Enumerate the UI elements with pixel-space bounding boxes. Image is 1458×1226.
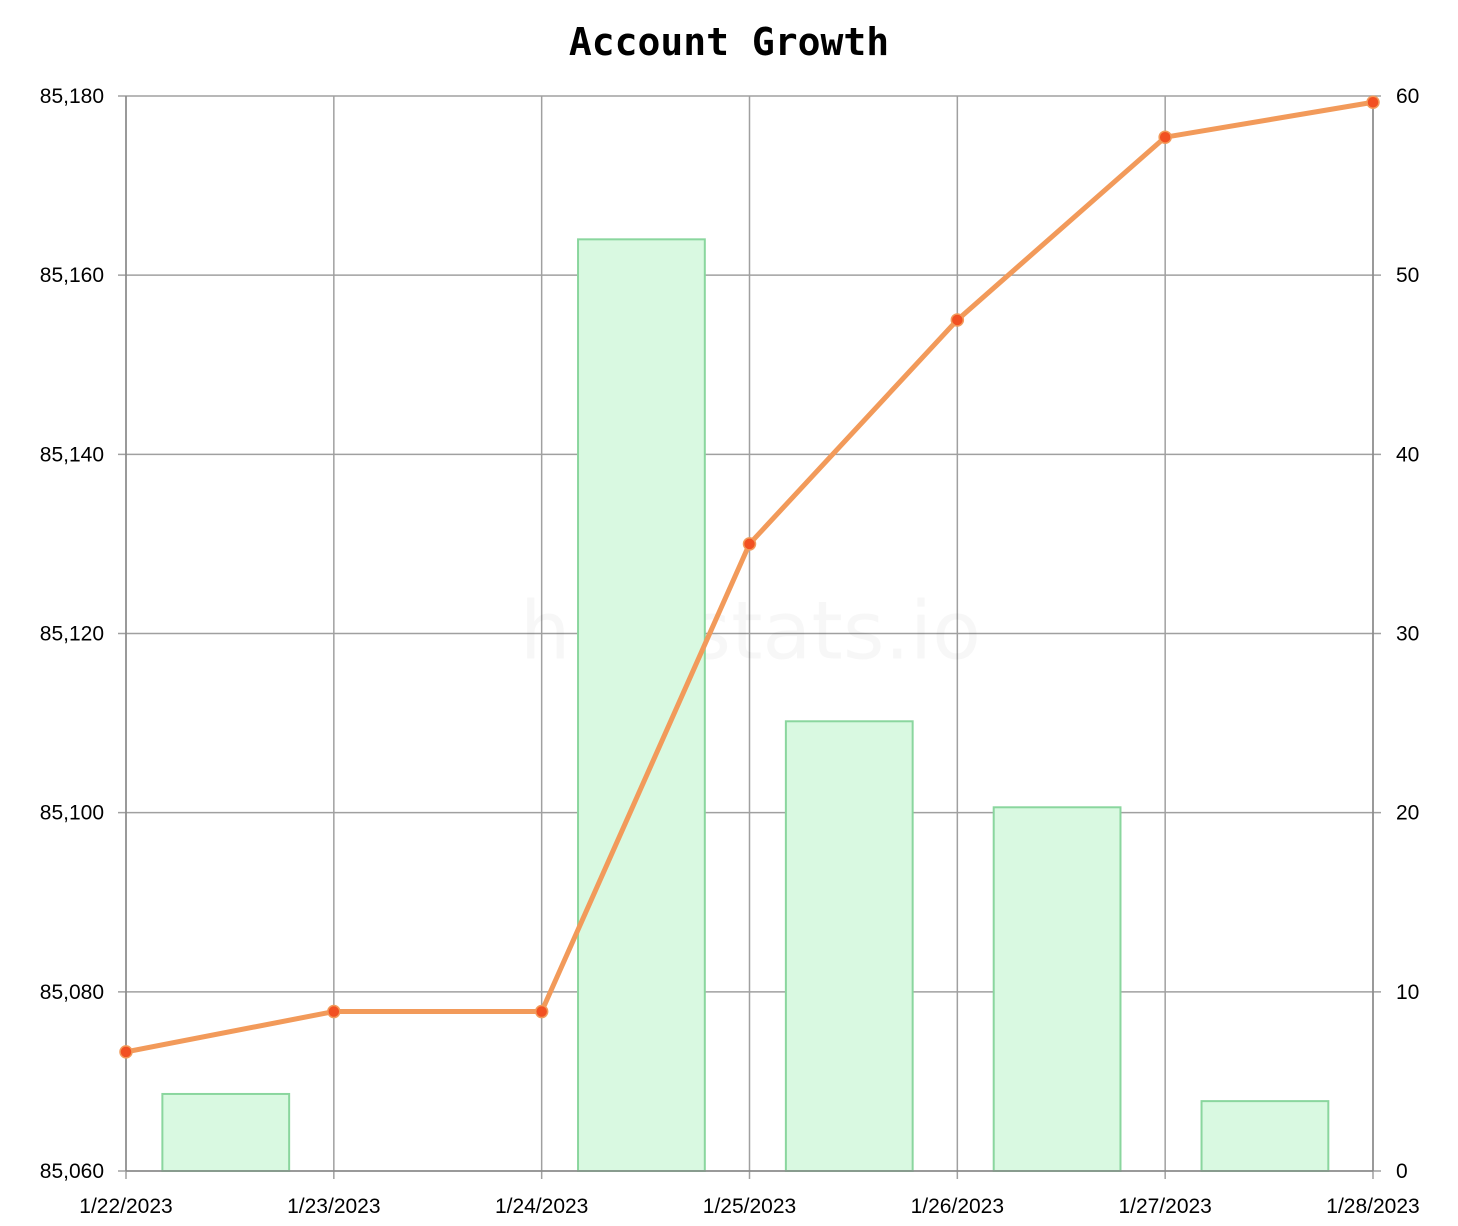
line-series (119, 95, 1380, 1059)
x-tick-label: 1/26/2023 (911, 1195, 1004, 1218)
data-point (742, 537, 757, 551)
axes (125, 96, 1374, 1172)
left-tick-label: 85,180 (40, 85, 104, 108)
data-point (534, 1004, 549, 1019)
left-tick-label: 85,060 (40, 1160, 104, 1183)
right-tick-label: 60 (1396, 85, 1419, 108)
x-tick-label: 1/28/2023 (1326, 1195, 1419, 1218)
right-tick-label: 0 (1396, 1160, 1408, 1183)
x-tick-label: 1/27/2023 (1118, 1195, 1211, 1218)
chart-title: Account Growth (568, 20, 890, 64)
bar (992, 806, 1122, 1173)
data-point (119, 1045, 133, 1059)
right-tick-label: 50 (1396, 264, 1419, 287)
bar (784, 720, 914, 1173)
bar-series (161, 238, 1330, 1173)
data-point (327, 1004, 341, 1019)
right-tick-label: 40 (1396, 443, 1419, 466)
tick-labels: 85,060 85,080 85,100 85,120 85,140 85,160 85,1… (40, 85, 1420, 1218)
left-tick-label: 85,080 (40, 981, 104, 1004)
data-point (1158, 130, 1172, 144)
x-tick-label: 1/25/2023 (703, 1195, 796, 1218)
data-point (950, 313, 965, 327)
left-tick-label: 85,100 (40, 802, 104, 825)
x-tick-label: 1/24/2023 (495, 1195, 588, 1218)
bar (1200, 1100, 1330, 1172)
left-tick-label: 85,160 (40, 264, 104, 287)
right-tick-label: 10 (1396, 981, 1419, 1004)
bar (577, 238, 706, 1173)
x-tick-label: 1/22/2023 (79, 1195, 172, 1218)
data-point (1366, 95, 1380, 110)
bar (161, 1092, 291, 1173)
left-tick-label: 85,140 (40, 443, 104, 466)
right-tick-label: 20 (1396, 802, 1419, 825)
left-tick-label: 85,120 (40, 623, 104, 646)
right-tick-label: 30 (1396, 623, 1419, 646)
x-tick-label: 1/23/2023 (287, 1195, 380, 1218)
